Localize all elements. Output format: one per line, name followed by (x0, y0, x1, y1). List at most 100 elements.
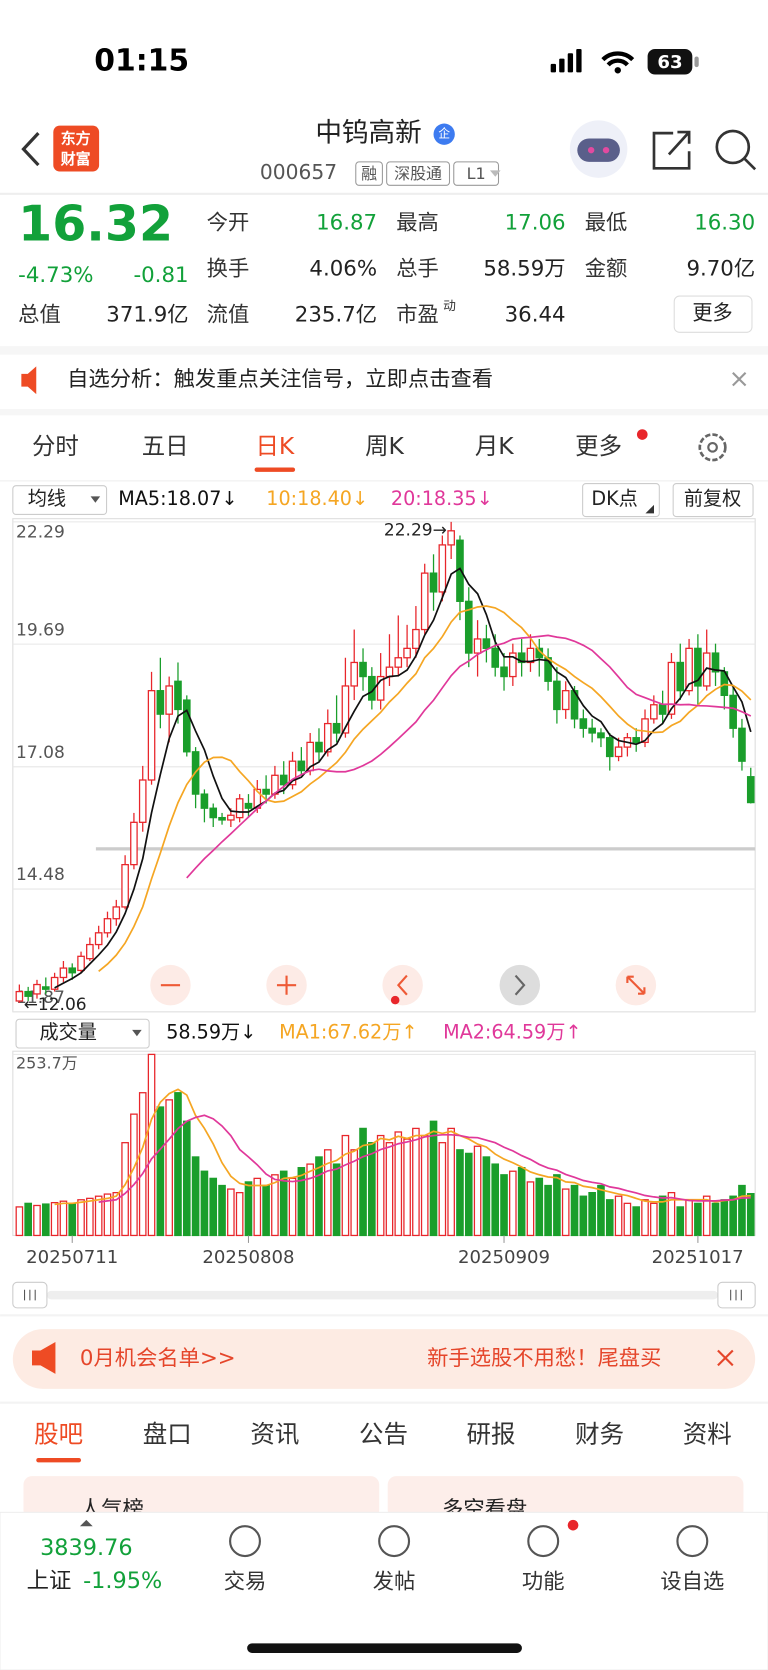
volume-bar (235, 1191, 244, 1237)
adjust-button[interactable] (672, 483, 754, 518)
candle-body (429, 572, 438, 593)
notice[interactable]: 自选分析：触发重点关注信号，立即点击查看 (67, 367, 493, 392)
ma-line (186, 634, 752, 879)
dk-button[interactable] (582, 483, 660, 518)
price: 16.32 (18, 195, 173, 252)
candle-body (130, 821, 138, 866)
logo (53, 125, 100, 172)
volume-ma-line (98, 1114, 751, 1203)
adjust-text: 前复权 (684, 487, 741, 510)
red-dot (636, 429, 648, 440)
candle-body (447, 530, 455, 546)
volume-bar (94, 1195, 103, 1237)
section-tab[interactable]: 资讯 (250, 1420, 299, 1449)
field-label: 金额 (585, 256, 628, 281)
tag: 深股通 (394, 164, 442, 183)
field-value: 4.06% (309, 256, 377, 281)
volume-bar (544, 1184, 552, 1237)
banner-close[interactable] (717, 1349, 734, 1367)
ma-legend-item: 10:18.40↓ (266, 487, 368, 510)
nav-icon (676, 1525, 709, 1558)
field-label-sup: 动 (443, 299, 456, 314)
candle-body (509, 652, 517, 678)
candle-body (526, 647, 535, 664)
volume-bar (368, 1142, 376, 1237)
volume-bar (279, 1170, 288, 1237)
ma-legend: MA5:18.07↓ 10:18.40↓ 20:18.35↓ (118, 487, 492, 510)
close-notice[interactable] (732, 372, 747, 387)
volume-selector[interactable] (15, 1018, 150, 1049)
banner[interactable] (12, 1329, 756, 1389)
period-tab[interactable]: 分时 (32, 432, 79, 460)
avatar-face (577, 138, 620, 162)
section-tab[interactable]: 股吧 (34, 1420, 83, 1449)
period-tab[interactable]: 五日 (142, 432, 189, 460)
period-tab[interactable]: 月K (475, 432, 514, 460)
settings[interactable] (698, 433, 727, 462)
section-tab[interactable]: 资料 (683, 1420, 732, 1449)
tag: L1 (467, 164, 486, 183)
more-button[interactable] (673, 295, 753, 333)
scroll-left[interactable] (382, 964, 423, 1006)
ma-selector[interactable] (12, 485, 108, 515)
candle-body (174, 680, 182, 711)
nav-label[interactable]: 交易 (224, 1570, 267, 1595)
volume-bar (200, 1170, 209, 1237)
nav-label[interactable]: 功能 (522, 1570, 565, 1595)
candle-body (227, 814, 235, 821)
section-tab[interactable]: 公告 (359, 1420, 408, 1449)
field-value: 17.06 (505, 211, 566, 236)
badge (433, 123, 455, 145)
volume-bar (385, 1142, 394, 1237)
volume-bar (156, 1106, 165, 1237)
section-tab[interactable]: 财务 (575, 1420, 624, 1449)
index-value[interactable]: 3839.76 (40, 1535, 132, 1561)
speaker-icon (21, 366, 37, 395)
tab-underline (254, 467, 296, 472)
period-tab[interactable]: 更多 (575, 432, 622, 460)
volume-bar (429, 1120, 438, 1237)
volume-bar (676, 1206, 685, 1237)
volume-bar (553, 1174, 561, 1237)
back-button[interactable] (21, 132, 40, 167)
section-tab[interactable]: 研报 (467, 1420, 516, 1449)
share-button[interactable] (652, 130, 691, 170)
volume-bar (641, 1199, 649, 1237)
volume-bar (191, 1156, 200, 1237)
divider (0, 346, 768, 355)
volume-bar (306, 1163, 314, 1237)
candle-body (33, 983, 41, 995)
volume-bar (570, 1184, 579, 1237)
volume-bar (68, 1202, 77, 1237)
stock-code: 000657 (260, 160, 337, 184)
status-icons (550, 48, 699, 75)
dropdown[interactable] (489, 170, 501, 177)
candle-body (323, 722, 332, 753)
scroll-right[interactable] (499, 964, 541, 1006)
period-tab[interactable]: 周K (365, 432, 404, 460)
section-tab[interactable]: 盘口 (143, 1420, 192, 1449)
field-label: 今开 (207, 211, 250, 236)
search-button[interactable] (715, 129, 751, 165)
volume-ma-line (54, 1088, 751, 1206)
field-label: 流值 (207, 302, 250, 327)
field-label: 市盈 (396, 302, 439, 327)
volume-bar (632, 1206, 641, 1237)
nav-label[interactable]: 设自选 (660, 1570, 724, 1595)
tag: 融 (361, 164, 377, 183)
volume-bar (147, 1053, 156, 1237)
y-tick-label: 19.69 (16, 620, 65, 640)
volume-bar (288, 1177, 297, 1237)
candle-body (24, 990, 32, 997)
candle-body (288, 760, 297, 786)
nav-label[interactable]: 发帖 (373, 1570, 416, 1595)
candle-body (86, 943, 94, 960)
nav-icon (378, 1525, 411, 1558)
candle-body (138, 779, 147, 823)
period-tab[interactable]: 日K (255, 432, 294, 460)
candle-body (632, 737, 641, 744)
volume-bar (165, 1099, 173, 1237)
divider (0, 192, 768, 195)
quote-fields: 今开 16.87 最高 17.06 最低 16.30 换手 4.06% 总手 58.59万 金额 9.… (18, 211, 755, 328)
